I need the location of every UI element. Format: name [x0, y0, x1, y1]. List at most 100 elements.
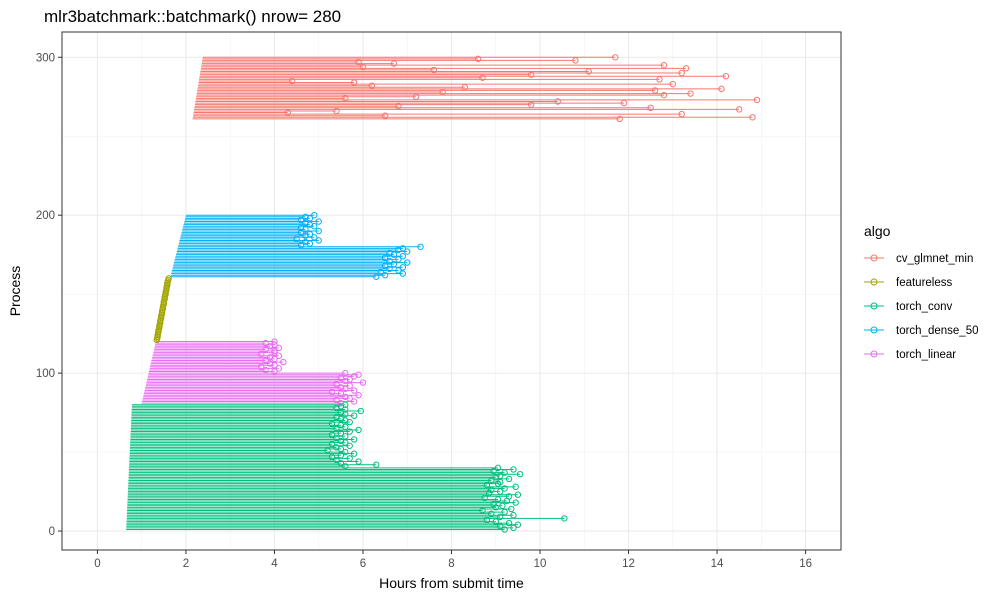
segment-end-point [342, 463, 349, 470]
legend-label: featureless [896, 277, 953, 289]
segment-end-point [561, 515, 568, 522]
segment-end-point [355, 392, 362, 399]
segment-end-point [430, 66, 437, 74]
segment-end-point [514, 521, 522, 528]
segment-end-point [315, 227, 322, 235]
segment-end-point [302, 219, 309, 227]
segment-end-point [386, 257, 393, 265]
segment-end-point [342, 448, 349, 456]
segment-end-point [355, 458, 362, 465]
segment-end-point [687, 90, 694, 97]
legend-label: torch_linear [896, 349, 956, 361]
segment-end-point [275, 365, 283, 372]
segment-end-point [350, 387, 358, 394]
segment-end-point [505, 475, 513, 483]
segment-end-point [359, 379, 367, 386]
y-tick-label: 300 [36, 52, 55, 64]
segment-end-point [404, 259, 411, 266]
segment-end-point [337, 437, 345, 445]
segment-end-point [346, 455, 353, 462]
segment-end-point [262, 339, 269, 347]
segment-end-point [337, 459, 345, 467]
x-tick-label: 4 [271, 558, 278, 570]
segment-end-point [554, 98, 561, 105]
segment-end-point [337, 399, 345, 407]
segment-end-point [510, 466, 517, 473]
x-tick-label: 2 [183, 558, 189, 570]
series-featureless [153, 275, 172, 344]
segment-end-point [505, 493, 513, 500]
segment-end-point [474, 55, 482, 63]
x-tick-label: 14 [711, 558, 724, 570]
legend-entry: featureless [864, 277, 953, 289]
segment-end-point [346, 442, 353, 449]
segment-end-point [501, 485, 508, 492]
legend-title: algo [864, 223, 891, 239]
segment-end-point [669, 80, 677, 88]
chart-marks [126, 54, 761, 533]
segment-end-point [355, 426, 362, 434]
x-axis-title: Hours from submit time [379, 575, 524, 591]
segment-end-point [651, 87, 659, 94]
series-cv_glmnet_min [192, 54, 761, 123]
segment-end-point [342, 393, 349, 401]
segment-end-point [660, 91, 668, 99]
segment-end-point [722, 73, 730, 80]
segment-end-point [496, 513, 504, 521]
x-tick-label: 8 [448, 558, 454, 570]
segment-end-point [404, 248, 411, 255]
series-torch_conv [126, 401, 568, 533]
segment-end-point [718, 85, 725, 93]
axes: 0 2 4 6 8 10 12 14 16 0 100 200 300 [36, 52, 812, 570]
x-tick-label: 0 [94, 558, 100, 570]
segment-end-point [616, 115, 623, 123]
segment-end-point [280, 358, 287, 366]
segment-end-point [386, 265, 393, 273]
segment-end-point [302, 238, 309, 246]
segment-end-point [373, 461, 380, 468]
y-tick-label: 200 [36, 210, 55, 222]
segment-end-point [508, 505, 515, 513]
y-axis-title: Process [7, 266, 23, 317]
segment-end-point [399, 245, 407, 252]
segment-end-point [342, 406, 349, 413]
segment-end-point [266, 354, 274, 361]
segment-end-point [488, 510, 495, 517]
segment-end-point [275, 344, 283, 352]
segment-end-point [315, 218, 322, 225]
segment-end-point [302, 213, 309, 220]
segment-end-point [612, 54, 619, 61]
segment-end-point [682, 65, 690, 72]
segment-end-point [660, 61, 668, 69]
segment-end-point [337, 384, 345, 391]
segment-end-point [501, 526, 508, 533]
segment-end-point [350, 398, 358, 405]
legend-key-point [870, 350, 878, 358]
segment-end-point [678, 69, 685, 77]
legend-key-point [870, 302, 878, 310]
segment-end-point [505, 519, 513, 527]
segment-end-point [390, 260, 398, 268]
segment-end-point [350, 450, 358, 457]
segment-end-point [735, 106, 743, 113]
series-torch_linear [141, 338, 367, 407]
y-tick-label: 0 [49, 526, 55, 538]
x-tick-label: 12 [622, 558, 635, 570]
segment-end-point [516, 470, 524, 478]
segment-end-point [512, 499, 519, 506]
legend-entry: cv_glmnet_min [864, 253, 973, 265]
segment-end-point [399, 270, 407, 277]
chart-title: mlr3batchmark::batchmark() nrow= 280 [44, 7, 341, 26]
segment-end-point [311, 211, 318, 219]
segment-end-point [417, 243, 424, 250]
legend-label: torch_dense_50 [896, 325, 978, 337]
segment-end-point [510, 512, 517, 519]
segment-end-point [647, 104, 654, 112]
segment-end-point [262, 366, 269, 374]
segment-end-point [346, 428, 353, 435]
segment-end-point [342, 369, 349, 377]
legend-entry: torch_conv [864, 301, 953, 313]
segment-end-point [271, 338, 278, 345]
segment-end-point [357, 407, 364, 415]
